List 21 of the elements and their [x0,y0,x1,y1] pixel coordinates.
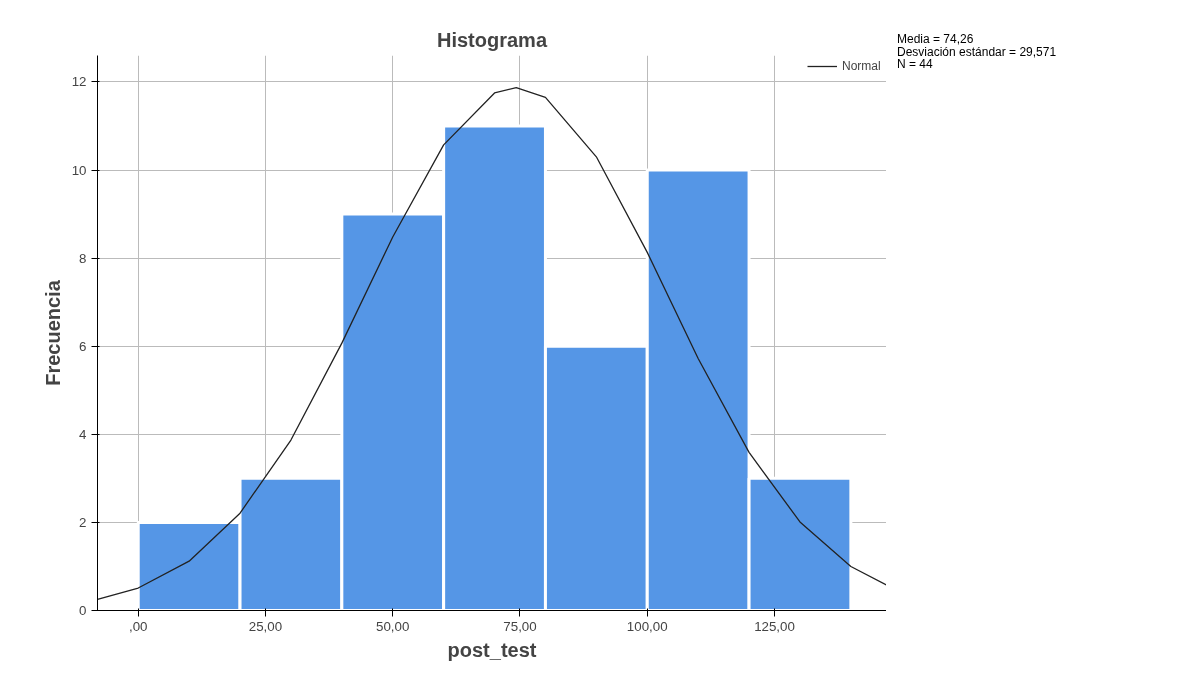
y-tick-label: 12 [71,74,87,90]
x-tick-label: 75,00 [503,618,537,634]
x-axis-title: post_test [447,638,537,661]
y-tick-label: 8 [79,250,87,266]
line-series [97,87,886,601]
legend-label: Normal [842,59,882,73]
x-tick-label: ,00 [128,618,148,634]
y-axis-title: Frecuencia [41,279,64,386]
text: N = 44 [897,57,934,71]
x-tick-label: 125,00 [754,618,795,634]
text: Media = 74,26 [897,32,975,46]
x-tick-label: 25,00 [248,618,283,634]
x-tick-label: 100,00 [626,618,668,634]
y-tick-label: 4 [79,426,88,442]
chart-title: Histograma [436,28,548,51]
text: Desviación estándar = 29,571 [897,44,1057,59]
y-tick-label: 0 [79,603,87,618]
y-tick-label: 2 [79,514,87,530]
y-tick-label: 6 [79,338,87,354]
y-tick-label: 10 [71,162,87,178]
x-tick-label: 50,00 [376,618,410,634]
